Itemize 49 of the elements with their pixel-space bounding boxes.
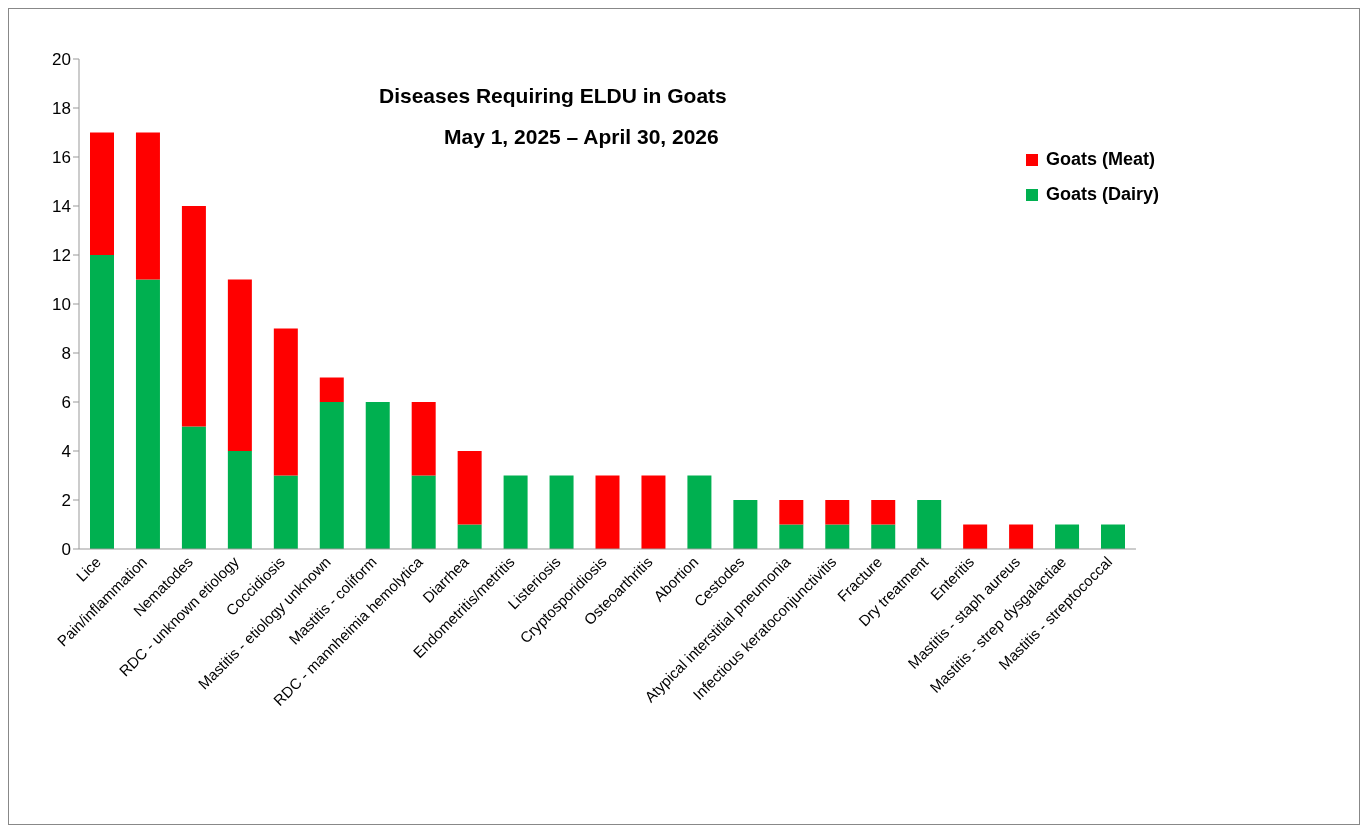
bar [319,402,344,549]
bar [1101,524,1126,549]
bar [871,524,896,549]
bar [687,475,712,549]
bar [733,500,758,549]
y-tick-label: 18 [52,99,71,119]
text: May 1, 2025 – April 30, 2026 [444,125,719,149]
bar [549,475,574,549]
bar [181,206,206,427]
bar [963,524,988,549]
legend-label: Goats (Meat) [1045,149,1155,170]
y-tick-label: 6 [61,393,71,413]
bar [135,132,160,280]
bar [227,279,252,451]
bar [779,500,804,525]
bar [411,475,436,549]
bar [90,255,114,549]
bar [411,402,436,476]
bar [457,524,482,549]
y-tick-label: 14 [52,197,71,217]
y-tick-label: 10 [52,295,71,315]
bar [135,279,160,549]
bar [825,500,850,525]
bar [917,500,942,549]
y-tick-label: 8 [61,344,71,364]
bar [595,475,620,549]
text: Diseases Requiring ELDU in Goats [379,84,727,108]
bar [319,377,344,402]
bar [273,328,298,476]
bar [273,475,298,549]
bar [181,426,206,549]
bar [365,402,390,549]
y-tick-label: 12 [52,246,71,266]
bar [457,451,482,525]
bar [503,475,528,549]
bar [1009,524,1034,549]
y-tick-label: 2 [61,491,71,511]
y-tick-label: 4 [61,442,71,462]
bar [641,475,666,549]
legend-label: Goats (Dairy) [1045,184,1159,205]
y-tick-label: 0 [61,540,71,560]
bar [825,524,850,549]
y-tick-label: 16 [52,148,71,168]
y-tick-label: 20 [52,50,71,70]
bar [1055,524,1080,549]
bar [779,524,804,549]
bar [227,451,252,549]
bar [90,132,114,255]
bar [871,500,896,525]
